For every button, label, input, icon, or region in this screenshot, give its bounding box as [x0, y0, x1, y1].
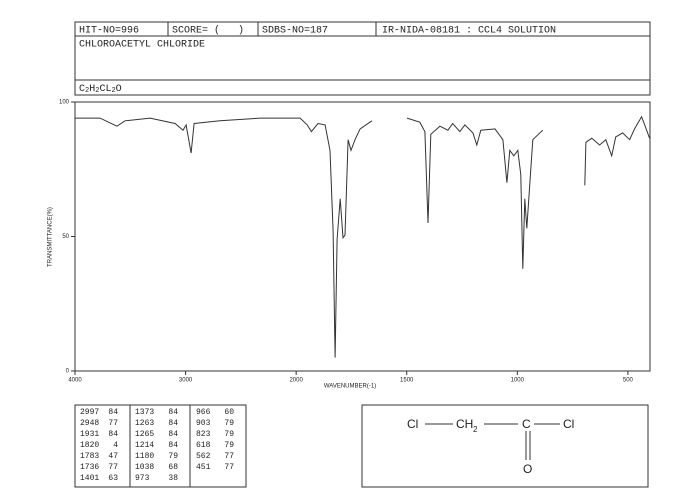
peak-wavenumber: 973: [135, 474, 150, 483]
atom: O: [523, 462, 532, 476]
hit-no: HIT-NO=996: [79, 26, 139, 37]
peak-intensity: 79: [168, 452, 178, 461]
peak-wavenumber: 1931: [80, 430, 99, 439]
peak-intensity: 77: [108, 419, 118, 428]
structure: Cl CH 2 C Cl O: [407, 417, 574, 476]
peak-wavenumber: 618: [196, 441, 211, 450]
compound-name: CHLOROACETYL CHLORIDE: [79, 40, 205, 51]
x-tick-label: 1000: [511, 378, 525, 384]
peak-intensity: 4: [113, 441, 118, 450]
y-axis-label: TRANSMITTANCE(%): [48, 207, 54, 267]
formula-part: CL: [99, 84, 111, 95]
atom: CH: [456, 417, 473, 431]
method: IR-NIDA-08181 : CCL4 SOLUTION: [382, 26, 556, 37]
peak-intensity: 84: [168, 419, 178, 428]
x-tick-label: 4000: [68, 378, 82, 384]
peak-wavenumber: 2948: [80, 419, 99, 428]
atom: C: [522, 417, 531, 431]
formula: C2H2CL2O: [79, 84, 122, 95]
peak-intensity: 38: [168, 474, 178, 483]
peak-intensity: 84: [168, 430, 178, 439]
spectrum-line: [75, 115, 651, 358]
peak-wavenumber: 903: [196, 419, 211, 428]
peak-wavenumber: 1263: [135, 419, 154, 428]
sdbs-no: SDBS-NO=187: [262, 26, 328, 37]
peak-wavenumber: 1783: [80, 452, 99, 461]
peak-intensity: 47: [108, 452, 118, 461]
peak-intensity: 84: [168, 408, 178, 417]
peak-wavenumber: 1736: [80, 463, 99, 472]
y-tick-label: 0: [66, 369, 70, 375]
peak-intensity: 68: [168, 463, 178, 472]
atom: Cl: [407, 417, 418, 431]
peak-intensity: 79: [224, 419, 234, 428]
atom: Cl: [563, 417, 574, 431]
peak-rows: 2997 84 1373 84 966 60 2948 77 1263 84 903 79 1931 84…: [80, 408, 234, 483]
structure-box: [361, 404, 649, 488]
peak-wavenumber: 1214: [135, 441, 154, 450]
peak-intensity: 77: [224, 463, 234, 472]
x-axis-label: WAVENUMBER(-1): [324, 384, 376, 390]
formula-subscript: 2: [85, 87, 89, 95]
x-tick-label: 1500: [400, 378, 414, 384]
x-tick-label: 500: [623, 378, 634, 384]
peak-intensity: 63: [108, 474, 118, 483]
y-tick-label: 50: [62, 234, 69, 240]
peak-intensity: 79: [224, 441, 234, 450]
peak-wavenumber: 1373: [135, 408, 154, 417]
peak-wavenumber: 2997: [80, 408, 99, 417]
plot-frame: [74, 101, 651, 372]
y-tick-label: 100: [59, 100, 70, 106]
formula-part: O: [116, 84, 122, 95]
score: SCORE= ( ): [172, 25, 244, 37]
formula-part: H: [89, 84, 95, 95]
peak-intensity: 77: [108, 463, 118, 472]
peak-wavenumber: 1265: [135, 430, 154, 439]
peak-intensity: 84: [108, 430, 118, 439]
x-tick-label: 3000: [179, 378, 193, 384]
peak-wavenumber: 562: [196, 452, 211, 461]
peak-intensity: 77: [224, 452, 234, 461]
x-tick-label: 2000: [289, 378, 303, 384]
atom-subscript: 2: [473, 425, 478, 434]
peak-wavenumber: 1038: [135, 463, 154, 472]
peak-intensity: 60: [224, 408, 234, 417]
formula-subscript: 2: [111, 87, 115, 95]
peak-table: [74, 404, 247, 488]
peak-intensity: 79: [224, 430, 234, 439]
formula-subscript: 2: [95, 87, 99, 95]
header-box: [74, 21, 651, 96]
peak-wavenumber: 451: [196, 463, 211, 472]
peak-wavenumber: 823: [196, 430, 211, 439]
peak-intensity: 84: [108, 408, 118, 417]
peak-intensity: 84: [168, 441, 178, 450]
peak-wavenumber: 1820: [80, 441, 99, 450]
peak-wavenumber: 966: [196, 408, 211, 417]
peak-wavenumber: 1180: [135, 452, 154, 461]
peak-wavenumber: 1401: [80, 474, 99, 483]
formula-part: C: [79, 84, 85, 95]
